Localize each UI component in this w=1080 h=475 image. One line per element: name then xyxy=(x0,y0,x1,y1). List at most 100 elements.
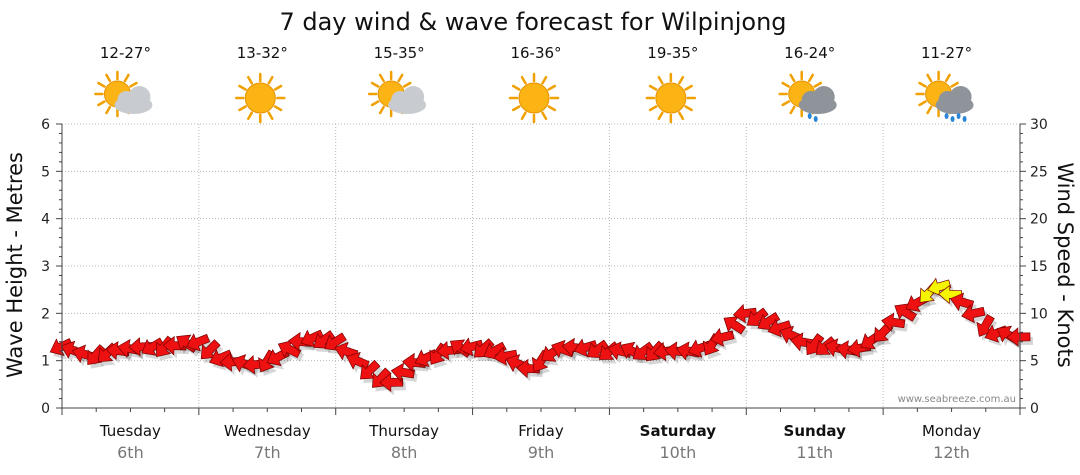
wind-arrow xyxy=(961,304,986,324)
temperature-label: 15-35° xyxy=(374,44,425,62)
sun-ray xyxy=(378,105,385,115)
day-label: Friday xyxy=(518,422,564,440)
sun-ray xyxy=(511,105,521,112)
left-tick-label: 6 xyxy=(41,117,50,133)
grid-lines xyxy=(62,123,1020,408)
sun-ray xyxy=(520,75,527,85)
chart-title: 7 day wind & wave forecast for Wilpinjon… xyxy=(279,8,786,36)
sun-ray xyxy=(123,73,130,83)
date-label: 12th xyxy=(933,443,970,462)
sun-disc xyxy=(655,82,687,114)
sun-ray xyxy=(247,111,254,121)
wind-arrow xyxy=(746,307,769,327)
wind-arrow xyxy=(732,303,758,324)
sun-ray xyxy=(950,81,959,88)
sun-disc xyxy=(244,82,276,114)
right-tick-label: 15 xyxy=(1030,259,1048,275)
sunny-icon xyxy=(645,72,697,124)
wind-arrow xyxy=(313,330,336,349)
sun-ray xyxy=(648,105,658,112)
sun-ray xyxy=(657,75,664,85)
right-tick-label: 0 xyxy=(1030,401,1039,417)
date-label: 7th xyxy=(254,443,281,462)
sun-ray xyxy=(789,105,796,115)
wind-arrow xyxy=(881,312,906,332)
wind-arrow xyxy=(141,337,165,356)
right-tick-label: 20 xyxy=(1030,212,1048,228)
sun-ray xyxy=(781,81,790,88)
temperature-label: 12-27° xyxy=(100,44,151,62)
right-tick-label: 10 xyxy=(1030,306,1048,322)
sun-ray xyxy=(97,81,106,88)
date-label: 11th xyxy=(796,443,833,462)
sun-ray xyxy=(944,73,951,83)
sun-ray xyxy=(273,105,283,112)
sun-ray xyxy=(781,100,790,107)
sun-disc xyxy=(518,82,550,114)
sun-ray xyxy=(547,84,557,91)
sun-ray xyxy=(541,111,548,121)
day-label: Tuesday xyxy=(99,422,161,440)
rain-drop xyxy=(950,116,955,122)
wind-arrow xyxy=(927,277,952,297)
temperature-label: 19-35° xyxy=(647,44,698,62)
wind-arrow xyxy=(938,284,963,305)
rain-drop xyxy=(956,113,961,119)
day-label: Saturday xyxy=(640,422,717,440)
sun-ray xyxy=(926,105,933,115)
sun-ray xyxy=(129,81,138,88)
left-tick-label: 4 xyxy=(41,212,50,228)
cloud-part xyxy=(812,86,835,108)
sun-ray xyxy=(370,81,380,88)
wind-arrow xyxy=(186,333,211,352)
showers-icon xyxy=(778,70,837,122)
sun-ray xyxy=(397,73,404,83)
axes: 0 1 2 3 4 5 6 0 5 10 15 20 25 30 Tuesday 6th Wednesday 7t… xyxy=(41,117,1048,462)
sun-ray xyxy=(273,84,283,91)
sun-ray xyxy=(678,111,685,121)
wind-arrow xyxy=(632,341,655,361)
partly-cloudy-icon xyxy=(367,70,427,118)
rain-icon xyxy=(915,70,974,122)
rain-drop xyxy=(813,116,818,122)
sun-ray xyxy=(267,111,274,121)
partly-cloudy-icon xyxy=(94,70,153,118)
left-tick-label: 3 xyxy=(41,259,50,275)
sun-ray xyxy=(678,75,685,85)
rain-drop xyxy=(962,116,967,122)
wind-arrow xyxy=(894,303,918,322)
temperature-label: 11-27° xyxy=(921,44,972,62)
sun-ray xyxy=(267,75,274,85)
day-label: Thursday xyxy=(368,422,439,440)
sun-ray xyxy=(918,81,927,88)
wind-arrow xyxy=(757,312,781,331)
sun-ray xyxy=(520,111,527,121)
date-label: 10th xyxy=(659,443,696,462)
sun-ray xyxy=(105,73,112,83)
wind-arrow xyxy=(493,346,518,366)
left-tick-label: 1 xyxy=(41,354,50,370)
sun-ray xyxy=(684,105,693,112)
right-tick-label: 25 xyxy=(1030,164,1048,180)
cloud-part xyxy=(949,86,972,108)
left-tick-label: 2 xyxy=(41,306,50,322)
sun-ray xyxy=(684,84,693,91)
day-label: Monday xyxy=(922,422,981,440)
date-label: 6th xyxy=(117,443,144,462)
temperature-label: 13-32° xyxy=(237,44,288,62)
wind-arrow xyxy=(767,318,792,338)
sun-ray xyxy=(541,75,548,85)
sun-ray xyxy=(238,105,247,112)
sun-ray xyxy=(511,84,521,91)
sun-ray xyxy=(918,100,927,107)
left-axis-title: Wave Height - Metres xyxy=(3,152,27,378)
sun-ray xyxy=(370,100,380,107)
temperature-label: 16-24° xyxy=(784,44,835,62)
wind-arrow xyxy=(1006,327,1031,347)
wind-arrow xyxy=(346,351,370,370)
sunny-icon xyxy=(235,72,286,124)
wind-arrow xyxy=(586,339,609,359)
sun-ray xyxy=(247,75,254,85)
wind-arrow xyxy=(949,292,975,312)
